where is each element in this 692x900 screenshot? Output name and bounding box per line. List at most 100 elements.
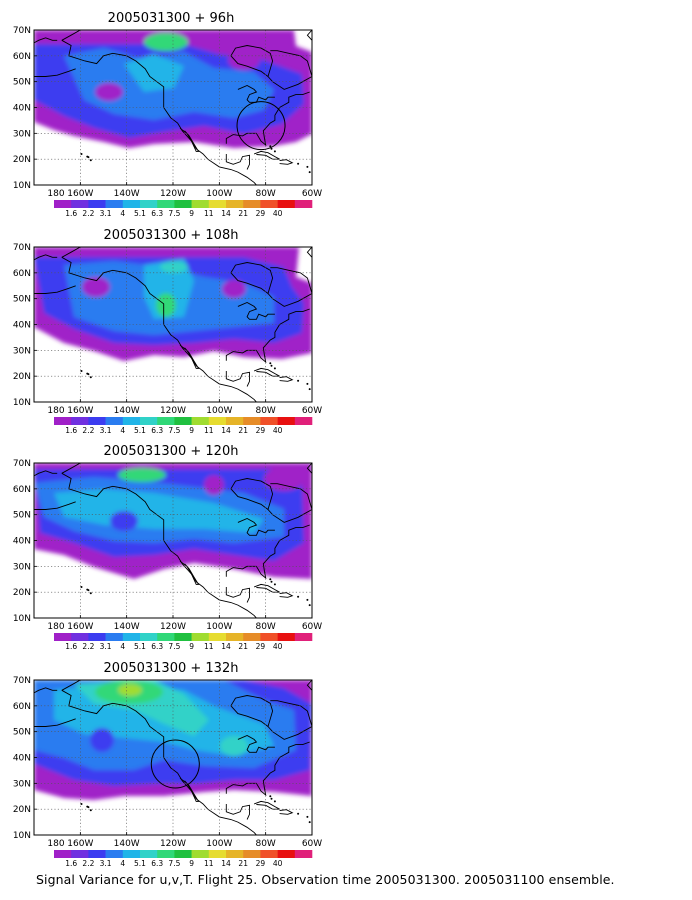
colorbar-swatch (88, 633, 106, 641)
colorbar-label: 7.5 (168, 426, 180, 435)
coastline (237, 517, 275, 536)
colorbar-swatch (174, 200, 192, 208)
latitude-tick-label: 20N (13, 588, 31, 598)
colorbar-swatch (208, 850, 227, 858)
coastline (225, 371, 250, 387)
island-mark (273, 367, 276, 370)
colorbar-swatch (191, 850, 210, 858)
latitude-tick-label: 50N (13, 511, 31, 521)
colorbar-swatch (71, 200, 89, 208)
colorbar-swatch (294, 417, 313, 425)
coastline (306, 463, 312, 474)
colorbar-label: 14 (221, 642, 231, 651)
island-mark (269, 578, 272, 581)
longitude-tick-label: 120W (160, 839, 186, 849)
coastline (34, 501, 76, 510)
colorbar-swatch (88, 200, 106, 208)
colorbar: 1.6 2.2 3.1 4 5.1 6.3 7.5 9 11 14 21 29 40 (54, 417, 313, 435)
latitude-tick-label: 40N (13, 754, 31, 764)
colorbar-label: 9 (189, 859, 194, 868)
colorbar: 1.6 2.2 3.1 4 5.1 6.3 7.5 9 11 14 21 29 40 (54, 850, 313, 868)
colorbar-label: 11 (204, 642, 214, 651)
map-panel-1: 2005031300 + 96h 70N 60N 50N 40N 30N 20N 10N 18… (13, 11, 322, 218)
coastline (34, 254, 58, 261)
island-mark (80, 803, 83, 805)
figure-caption: Signal Variance for u,v,T. Flight 25. Ob… (36, 872, 615, 887)
longitude-tick-label: 60W (302, 839, 322, 849)
coastline (267, 50, 312, 90)
colorbar-label: 5.1 (134, 209, 146, 218)
colorbar-swatch (260, 417, 278, 425)
colorbar-swatch (157, 633, 175, 641)
colorbar-swatch (243, 417, 261, 425)
island-mark (270, 364, 273, 367)
colorbar-swatch (294, 633, 313, 641)
coastline (253, 367, 280, 377)
latitude-tick-label: 50N (13, 728, 31, 738)
colorbar-label: 40 (273, 209, 283, 218)
colorbar-swatch (105, 200, 124, 208)
coastline (225, 804, 250, 820)
colorbar-swatch (277, 200, 296, 208)
coastline (61, 689, 258, 835)
longitude-tick-label: 60W (302, 622, 322, 632)
island-mark (89, 159, 92, 162)
island-mark (89, 809, 92, 812)
colorbar-label: 21 (238, 426, 248, 435)
island-mark (80, 370, 83, 372)
panel-title: 2005031300 + 132h (104, 661, 239, 676)
colorbar-label: 1.6 (65, 209, 77, 218)
longitude-tick-label: 120W (160, 406, 186, 416)
colorbar-swatch (260, 850, 278, 858)
colorbar-label: 2.2 (82, 859, 94, 868)
island-mark (308, 171, 311, 174)
colorbar-swatch (243, 633, 261, 641)
coastline (61, 680, 173, 691)
coastline (225, 587, 250, 603)
colorbar-swatch (208, 417, 227, 425)
latitude-tick-label: 20N (13, 805, 31, 815)
island-mark (297, 812, 300, 815)
latitude-tick-label: 40N (13, 104, 31, 114)
coastline (34, 687, 58, 694)
colorbar-swatch (122, 417, 141, 425)
coastline (225, 308, 310, 364)
island-mark (87, 156, 90, 159)
latitude-tick-label: 20N (13, 372, 31, 382)
island-mark (89, 376, 92, 379)
colorbar-swatch (71, 417, 89, 425)
longitude-tick-label: 140W (114, 406, 140, 416)
colorbar: 1.6 2.2 3.1 4 5.1 6.3 7.5 9 11 14 21 29 40 (54, 633, 313, 651)
longitude-tick-label: 180 (47, 839, 64, 849)
colorbar-label: 5.1 (134, 859, 146, 868)
longitude-tick-label: 100W (206, 406, 232, 416)
colorbar-swatch (243, 850, 261, 858)
colorbar-swatch (140, 200, 158, 208)
colorbar-swatch (174, 417, 192, 425)
longitude-tick-label: 60W (302, 406, 322, 416)
longitude-tick-label: 100W (206, 189, 232, 199)
latitude-tick-label: 40N (13, 537, 31, 547)
colorbar-swatch (71, 633, 89, 641)
longitude-tick-label: 160W (67, 839, 93, 849)
colorbar-label: 40 (273, 426, 283, 435)
colorbar-swatch (226, 633, 244, 641)
longitude-tick-label: 80W (255, 839, 275, 849)
colorbar-label: 14 (221, 209, 231, 218)
coastline (237, 301, 275, 320)
map-panel-2: 2005031300 + 108h 70N 60N 50N 40N 30N 20N 10N 1… (13, 228, 322, 435)
latitude-tick-label: 50N (13, 295, 31, 305)
colorbar-swatch (294, 200, 313, 208)
colorbar-label: 1.6 (65, 642, 77, 651)
latitude-tick-label: 70N (13, 459, 31, 469)
colorbar-swatch (105, 417, 124, 425)
colorbar-label: 29 (256, 426, 266, 435)
island-mark (297, 379, 300, 382)
colorbar-swatch (226, 850, 244, 858)
longitude-tick-label: 180 (47, 406, 64, 416)
colorbar-label: 9 (189, 209, 194, 218)
colorbar-label: 3.1 (100, 209, 112, 218)
latitude-tick-label: 30N (13, 129, 31, 139)
coastline (34, 37, 58, 44)
